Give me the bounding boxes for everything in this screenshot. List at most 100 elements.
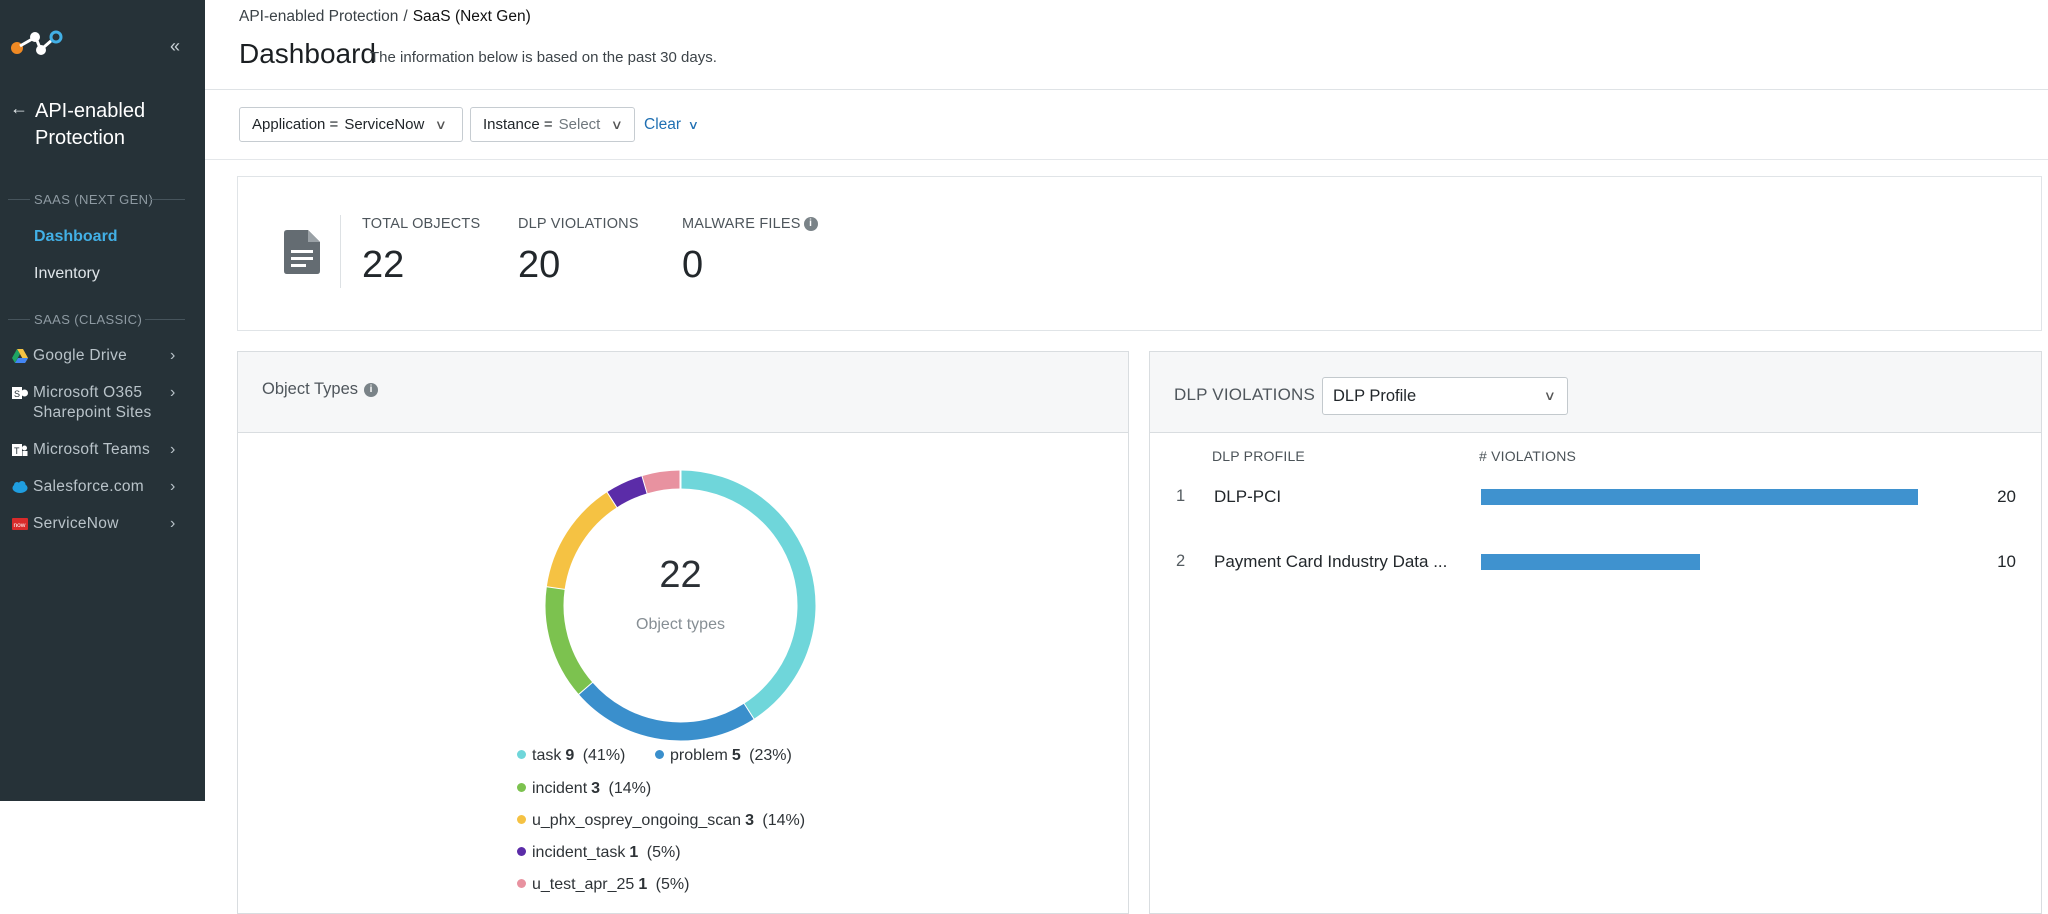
donut-slice-problem[interactable] bbox=[578, 682, 754, 741]
sidebar: « ← API-enabled Protection SAAS (NEXT GE… bbox=[0, 0, 205, 801]
legend-percent: (5%) bbox=[651, 876, 690, 893]
legend-item[interactable]: u_test_apr_25 1 (5%) bbox=[517, 876, 689, 894]
donut-slice-u-test-apr-25[interactable] bbox=[642, 470, 681, 494]
total-objects-label: TOTAL OBJECTS bbox=[362, 216, 481, 232]
google-drive-icon bbox=[12, 349, 28, 363]
legend-label: u_test_apr_25 bbox=[532, 876, 635, 893]
legend-item[interactable]: incident_task 1 (5%) bbox=[517, 844, 681, 862]
document-icon bbox=[284, 230, 320, 274]
sidebar-item-servicenow[interactable]: now ServiceNow › bbox=[0, 514, 205, 536]
dlp-violation-bar[interactable] bbox=[1481, 554, 1700, 570]
legend-count: 3 bbox=[745, 812, 754, 829]
dlp-row-profile-name[interactable]: Payment Card Industry Data ... bbox=[1214, 552, 1448, 571]
sidebar-item-dashboard[interactable]: Dashboard bbox=[34, 228, 118, 245]
dlp-violations-title: DLP VIOLATIONS bbox=[1174, 385, 1316, 404]
legend-item[interactable]: problem 5 (23%) bbox=[655, 747, 792, 765]
legend-item[interactable]: u_phx_osprey_ongoing_scan 3 (14%) bbox=[517, 812, 805, 830]
legend-item[interactable]: incident 3 (14%) bbox=[517, 780, 651, 798]
legend-count: 5 bbox=[731, 747, 741, 764]
legend-label: task bbox=[532, 747, 562, 764]
sidebar-item-salesforce[interactable]: Salesforce.com › bbox=[0, 477, 205, 499]
donut-slice-incident-task[interactable] bbox=[607, 475, 648, 508]
chevron-right-icon: › bbox=[170, 347, 176, 364]
clear-label: Clear bbox=[644, 116, 682, 133]
legend-percent: (14%) bbox=[757, 812, 806, 829]
legend-count: 3 bbox=[591, 780, 601, 797]
legend-dot bbox=[517, 879, 526, 888]
page-subtitle: The information below is based on the pa… bbox=[370, 49, 717, 66]
legend-percent: (14%) bbox=[604, 780, 652, 797]
summary-stats-panel bbox=[237, 176, 2042, 331]
section-header-next-gen: SAAS (NEXT GEN) bbox=[0, 190, 205, 210]
info-icon[interactable]: i bbox=[364, 382, 378, 397]
instance-filter-value: Select bbox=[558, 116, 601, 133]
filter-divider bbox=[205, 159, 2048, 160]
netskope-logo[interactable] bbox=[8, 28, 64, 60]
svg-text:now: now bbox=[14, 522, 26, 529]
sidebar-item-inventory[interactable]: Inventory bbox=[34, 265, 100, 282]
sidebar-item-label: Salesforce.com bbox=[33, 478, 145, 495]
svg-text:T: T bbox=[14, 446, 20, 456]
legend-dot bbox=[517, 750, 526, 759]
total-objects-value: 22 bbox=[362, 244, 405, 286]
donut-slice-task[interactable] bbox=[680, 470, 816, 720]
dlp-row-violation-count: 10 bbox=[1997, 552, 2016, 571]
dlp-violations-panel: DLP VIOLATIONS DLP Profile ∨ DLP PROFILE… bbox=[1149, 351, 2042, 914]
sidebar-item-label: Google Drive bbox=[33, 347, 128, 364]
legend-item[interactable]: task 9 (41%) bbox=[517, 747, 625, 765]
sidebar-item-label: Microsoft Teams bbox=[33, 441, 151, 458]
application-filter-label: Application = bbox=[252, 116, 339, 133]
collapse-sidebar-icon[interactable]: « bbox=[170, 36, 181, 56]
object-types-title-wrap: Object Types i bbox=[262, 380, 378, 399]
sidebar-item-microsoft-teams[interactable]: T Microsoft Teams › bbox=[0, 440, 205, 462]
application-filter-value: ServiceNow bbox=[344, 116, 425, 133]
sidebar-item-google-drive[interactable]: Google Drive › bbox=[0, 346, 205, 368]
info-icon[interactable]: i bbox=[803, 217, 818, 232]
object-types-title: Object Types bbox=[262, 380, 358, 398]
page-title: Dashboard bbox=[239, 38, 376, 69]
dlp-row-number: 1 bbox=[1176, 487, 1186, 505]
dlp-profile-select[interactable]: DLP Profile ∨ bbox=[1322, 377, 1568, 415]
legend-percent: (5%) bbox=[642, 844, 681, 861]
dlp-row-violation-count: 20 bbox=[1997, 487, 2016, 506]
donut-center-label: Object types bbox=[636, 616, 725, 633]
donut-slice-u-phx-osprey-ongoing-scan[interactable] bbox=[546, 491, 618, 590]
application-filter[interactable]: Application = ServiceNow ∨ bbox=[239, 107, 463, 142]
donut-slice-separator bbox=[577, 680, 594, 696]
dlp-violations-value: 20 bbox=[518, 244, 561, 286]
instance-filter[interactable]: Instance = Select ∨ bbox=[470, 107, 635, 142]
dlp-violation-bar[interactable] bbox=[1481, 489, 1918, 505]
salesforce-icon bbox=[12, 481, 28, 493]
malware-files-label: MALWARE FILES bbox=[682, 216, 801, 232]
chevron-right-icon: › bbox=[170, 441, 176, 458]
chevron-right-icon: › bbox=[170, 384, 176, 401]
dlp-row-profile-name[interactable]: DLP-PCI bbox=[1214, 487, 1282, 506]
legend-label: incident bbox=[532, 780, 588, 797]
back-arrow-icon[interactable]: ← bbox=[10, 98, 28, 118]
donut-center-value: 22 bbox=[659, 554, 702, 596]
teams-icon: T bbox=[12, 444, 28, 456]
clear-filters-button[interactable]: Clear ∨ bbox=[644, 116, 699, 134]
servicenow-icon: now bbox=[12, 518, 28, 530]
violations-column-header: # VIOLATIONS bbox=[1479, 448, 1577, 464]
legend-count: 1 bbox=[638, 876, 648, 893]
sidebar-item-sharepoint[interactable]: S Microsoft O365 Sharepoint Sites › bbox=[0, 383, 205, 425]
breadcrumb: API-enabled Protection / SaaS (Next Gen) bbox=[239, 8, 531, 26]
header-divider bbox=[205, 89, 2048, 90]
donut-slice-incident[interactable] bbox=[545, 586, 593, 694]
object-types-donut-chart bbox=[545, 469, 816, 741]
dlp-violations-label: DLP VIOLATIONS bbox=[518, 216, 639, 232]
legend-label: u_phx_osprey_ongoing_scan bbox=[532, 812, 742, 829]
chevron-down-icon: ∨ bbox=[610, 116, 624, 132]
chevron-right-icon: › bbox=[170, 515, 176, 532]
dlp-violations-header: DLP VIOLATIONS DLP Profile ∨ bbox=[1150, 352, 2041, 433]
sharepoint-icon: S bbox=[12, 387, 28, 399]
chevron-right-icon: › bbox=[170, 478, 176, 495]
breadcrumb-parent-link[interactable]: API-enabled Protection bbox=[239, 8, 399, 25]
malware-files-value: 0 bbox=[682, 244, 704, 286]
dlp-profile-select-value: DLP Profile bbox=[1333, 386, 1417, 405]
svg-text:S: S bbox=[14, 389, 20, 399]
legend-count: 9 bbox=[565, 747, 575, 764]
donut-slice-separator bbox=[545, 585, 566, 590]
section-label: SAAS (CLASSIC) bbox=[34, 312, 143, 327]
